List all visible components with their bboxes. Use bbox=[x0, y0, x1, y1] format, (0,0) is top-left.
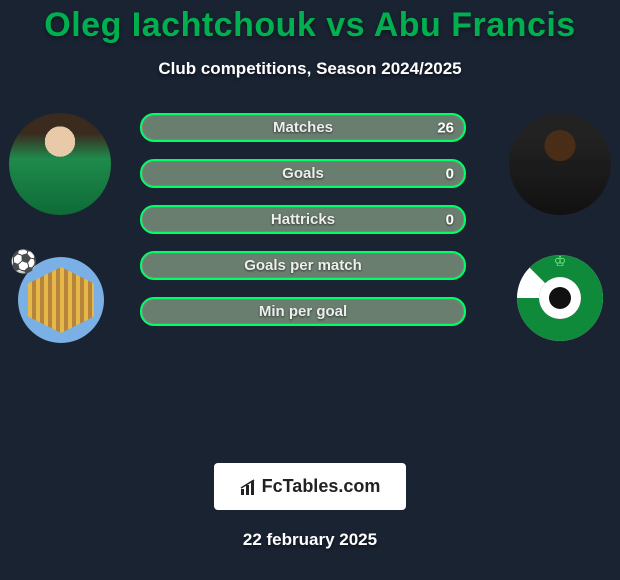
player-left-column bbox=[0, 113, 120, 343]
player-right-avatar bbox=[509, 113, 611, 215]
subtitle: Club competitions, Season 2024/2025 bbox=[0, 59, 620, 79]
stat-bars: Matches 26 Goals 0 Hattricks 0 Goals per match… bbox=[140, 113, 466, 326]
stat-value-right: 0 bbox=[446, 165, 454, 182]
stat-label: Min per goal bbox=[259, 303, 347, 320]
date-text: 22 february 2025 bbox=[0, 530, 620, 550]
stat-bar: Min per goal bbox=[140, 297, 466, 326]
stat-bar: Matches 26 bbox=[140, 113, 466, 142]
stat-value-right: 26 bbox=[437, 119, 454, 136]
player-right-column: ♔ bbox=[500, 113, 620, 341]
player-left-club-badge bbox=[18, 257, 104, 343]
stat-bar: Hattricks 0 bbox=[140, 205, 466, 234]
stat-label: Matches bbox=[273, 119, 333, 136]
stat-label: Hattricks bbox=[271, 211, 335, 228]
stat-label: Goals bbox=[282, 165, 324, 182]
player-left-avatar bbox=[9, 113, 111, 215]
stat-bar: Goals per match bbox=[140, 251, 466, 280]
brand-text: FcTables.com bbox=[262, 476, 381, 496]
comparison-panel: Matches 26 Goals 0 Hattricks 0 Goals per match… bbox=[0, 113, 620, 473]
stat-bar: Goals 0 bbox=[140, 159, 466, 188]
stat-value-right: 0 bbox=[446, 211, 454, 228]
crown-icon: ♔ bbox=[554, 253, 567, 270]
player-right-club-badge: ♔ bbox=[517, 255, 603, 341]
page-title: Oleg Iachtchouk vs Abu Francis bbox=[0, 6, 620, 45]
stat-label: Goals per match bbox=[244, 257, 362, 274]
